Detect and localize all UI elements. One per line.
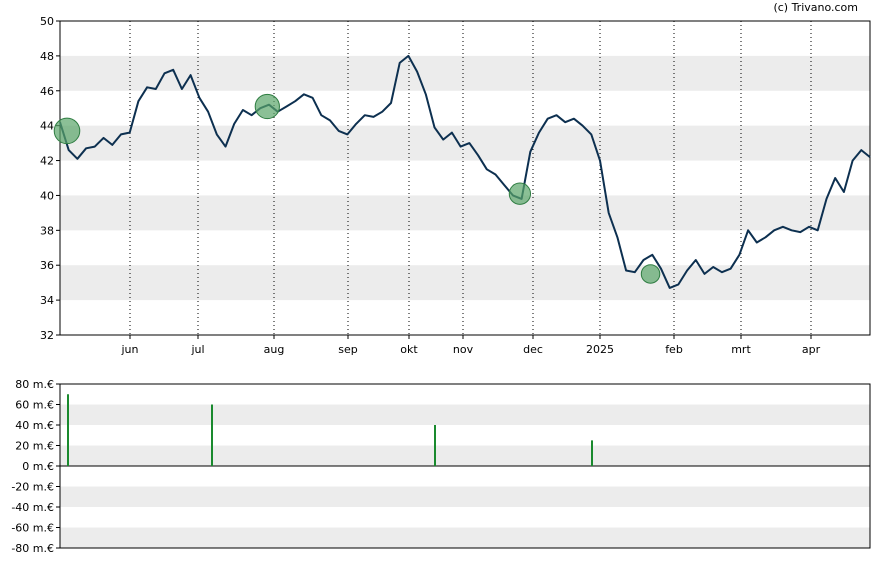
y-tick-label: 40 m.€	[15, 419, 54, 432]
volume-bar	[211, 404, 213, 466]
y-tick-label: 32	[40, 329, 54, 342]
y-tick-label: 80 m.€	[15, 378, 54, 391]
y-tick-label: 34	[40, 294, 54, 307]
event-bubble	[640, 264, 661, 284]
y-tick-label: -60 m.€	[11, 522, 54, 535]
event-bubble	[508, 182, 532, 205]
x-tick-label: feb	[665, 343, 683, 356]
x-tick-label: okt	[400, 343, 418, 356]
y-tick-label: 50	[40, 15, 54, 28]
grid-band	[60, 486, 870, 507]
grid-band	[60, 445, 870, 466]
price-plot-frame	[59, 20, 871, 336]
x-tick-label: mrt	[731, 343, 751, 356]
grid-band	[60, 195, 870, 231]
x-tick-label: dec	[523, 343, 543, 356]
grid-band	[60, 125, 870, 161]
y-tick-label: 44	[40, 120, 54, 133]
x-tick-label: sep	[338, 343, 357, 356]
y-tick-label: 20 m.€	[15, 440, 54, 453]
volume-bar	[591, 440, 593, 466]
x-tick-label: jul	[190, 343, 204, 356]
y-tick-label: 40	[40, 189, 54, 202]
x-tick-label: nov	[453, 343, 474, 356]
y-tick-label: 46	[40, 85, 54, 98]
grid-band	[60, 404, 870, 425]
y-tick-label: -40 m.€	[11, 501, 54, 514]
event-bubble	[254, 93, 280, 120]
y-tick-label: -20 m.€	[11, 481, 54, 494]
price-line	[59, 54, 871, 289]
volume-bar	[434, 425, 436, 466]
x-tick-label: aug	[264, 343, 285, 356]
x-tick-label: apr	[802, 343, 821, 356]
y-tick-label: 0 m.€	[22, 460, 54, 473]
volume-plot-frame	[59, 383, 871, 549]
y-tick-label: 48	[40, 50, 54, 63]
grid-band	[60, 527, 870, 548]
x-tick-label: 2025	[586, 343, 614, 356]
grid-band	[60, 265, 870, 301]
x-tick-label: jun	[121, 343, 139, 356]
y-tick-label: 36	[40, 259, 54, 272]
grid-band	[60, 55, 870, 91]
y-tick-label: 38	[40, 224, 54, 237]
y-tick-label: 60 m.€	[15, 399, 54, 412]
y-tick-label: 42	[40, 155, 54, 168]
y-tick-label: -80 m.€	[11, 542, 54, 555]
credit-text: (c) Trivano.com	[773, 1, 858, 14]
event-bubble	[53, 117, 81, 145]
volume-bar	[67, 394, 69, 466]
